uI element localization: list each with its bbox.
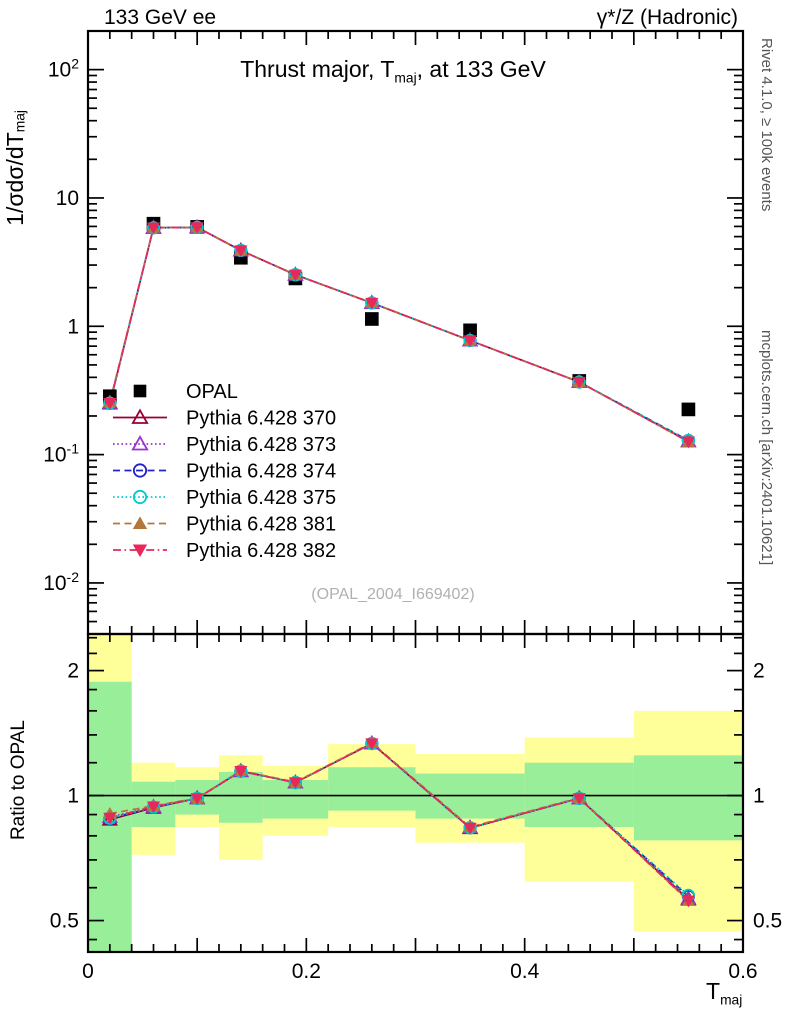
data-marker-triangle-down bbox=[234, 766, 248, 778]
plot-title-tail: , at 133 GeV bbox=[416, 56, 546, 82]
data-marker-triangle-down bbox=[572, 793, 586, 805]
ratio-uncertainty-band-green bbox=[633, 755, 743, 841]
main-y-tick-label: 1 bbox=[67, 315, 79, 338]
data-marker-square bbox=[463, 323, 477, 338]
data-marker-triangle-down bbox=[288, 269, 303, 282]
data-marker-triangle-down bbox=[132, 544, 148, 558]
data-marker-triangle-down bbox=[463, 822, 477, 835]
data-marker-square bbox=[365, 312, 379, 326]
x-tick-label: 0 bbox=[82, 960, 94, 983]
ratio-y-tick-label-right: 2 bbox=[753, 660, 765, 683]
rivet-version-label: Rivet 4.1.0, ≥ 100k events bbox=[758, 38, 775, 212]
dataset-watermark: (OPAL_2004_I669402) bbox=[311, 586, 475, 603]
ratio-uncertainty-band-green bbox=[328, 767, 416, 811]
mcplots-source-label: mcplots.cern.ch [arXiv:2401.10621] bbox=[758, 330, 775, 566]
data-marker-triangle-down bbox=[103, 397, 117, 410]
x-axis-label-subscript: maj bbox=[720, 992, 743, 1008]
legend-label: Pythia 6.428 375 bbox=[186, 487, 336, 509]
ratio-series-line bbox=[109, 742, 689, 902]
data-marker-triangle-down bbox=[190, 793, 204, 805]
main-y-tick-label: 102 bbox=[48, 56, 79, 82]
data-marker-triangle-down bbox=[681, 436, 696, 449]
x-axis-label-main: T bbox=[706, 978, 721, 1004]
data-marker-triangle-up bbox=[131, 408, 149, 424]
data-marker-triangle-up bbox=[132, 516, 148, 530]
ratio-y-tick-label-right: 1 bbox=[753, 785, 765, 808]
data-marker-triangle-down bbox=[288, 777, 303, 790]
main-y-tick-label: 10-2 bbox=[43, 569, 79, 595]
data-marker-triangle-down bbox=[103, 812, 117, 825]
data-marker-triangle-down bbox=[365, 297, 379, 310]
header-left-label: 133 GeV ee bbox=[104, 6, 217, 29]
data-marker-triangle-down bbox=[146, 801, 161, 814]
data-marker-triangle-down bbox=[234, 245, 248, 258]
plot-title: Thrust major, Tmaj, at 133 GeV bbox=[0, 56, 786, 86]
x-tick-label: 0.2 bbox=[292, 960, 321, 983]
data-marker-triangle-down bbox=[365, 738, 379, 751]
legend-label: Pythia 6.428 373 bbox=[186, 434, 336, 456]
legend-label: Pythia 6.428 381 bbox=[186, 514, 336, 536]
legend-label: Pythia 6.428 374 bbox=[186, 461, 336, 483]
ratio-y-tick-label-right: 0.5 bbox=[753, 910, 782, 933]
data-marker-circle bbox=[132, 489, 148, 505]
data-marker-triangle-down bbox=[681, 895, 696, 908]
header-right-label: γ*/Z (Hadronic) bbox=[596, 6, 738, 29]
data-marker-square bbox=[681, 402, 696, 417]
x-tick-label: 0.4 bbox=[510, 960, 540, 983]
data-marker-square bbox=[133, 384, 147, 398]
ratio-uncertainty-band-green bbox=[219, 771, 263, 823]
data-marker-circle bbox=[132, 463, 148, 478]
ratio-y-tick-label-left: 0.5 bbox=[50, 910, 79, 933]
data-marker-triangle-down bbox=[190, 222, 204, 234]
x-axis-label: Tmaj bbox=[706, 978, 742, 1008]
plot-title-main: Thrust major, T bbox=[240, 56, 395, 82]
ratio-y-tick-label-left: 2 bbox=[67, 660, 79, 683]
legend-label: Pythia 6.428 382 bbox=[186, 540, 336, 562]
data-marker-triangle-down bbox=[463, 335, 477, 348]
ratio-y-tick-label-left: 1 bbox=[67, 785, 79, 808]
plot-title-subscript: maj bbox=[394, 70, 417, 86]
data-marker-triangle-down bbox=[572, 376, 586, 389]
data-marker-triangle-up bbox=[131, 435, 149, 451]
legend-label: Pythia 6.428 370 bbox=[186, 408, 336, 430]
legend-label: OPAL bbox=[186, 381, 238, 403]
main-y-tick-label: 10 bbox=[56, 187, 79, 210]
main-y-tick-label: 10-1 bbox=[43, 441, 79, 467]
data-marker-triangle-down bbox=[146, 222, 161, 235]
x-tick-label: 0.6 bbox=[728, 960, 757, 983]
